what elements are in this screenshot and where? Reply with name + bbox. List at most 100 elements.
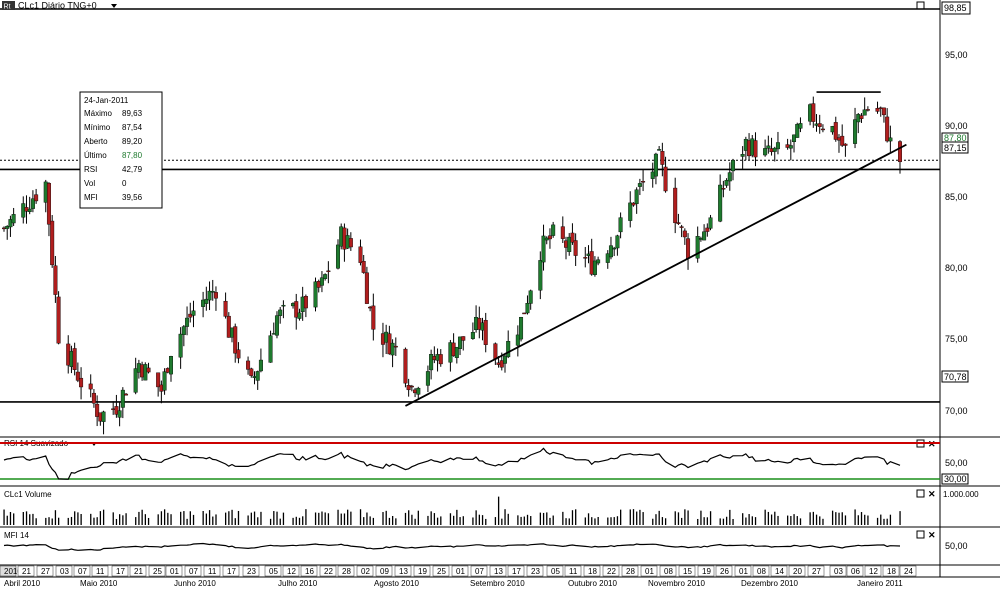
volume-bar: [456, 509, 458, 525]
volume-bar: [864, 514, 866, 525]
date-day-box: [73, 565, 91, 577]
candle-body: [124, 393, 129, 396]
date-day-box: [752, 565, 770, 577]
candle-body: [820, 128, 825, 131]
volume-bar: [642, 512, 644, 525]
volume-bar: [501, 518, 503, 525]
volume-bar: [93, 517, 95, 525]
info-value: 39,56: [122, 193, 143, 202]
volume-bar: [520, 516, 522, 525]
volume-bar: [90, 513, 92, 525]
date-day-box: [264, 565, 282, 577]
volume-bar: [147, 517, 150, 525]
candle-body: [881, 107, 886, 116]
date-day-box: [55, 565, 73, 577]
date-day-label: 01: [170, 567, 179, 576]
candle-body: [210, 291, 215, 293]
close-icon[interactable]: ✕: [928, 489, 936, 499]
candle-body: [573, 240, 578, 256]
volume-bar: [549, 517, 551, 525]
candle-body: [811, 103, 816, 122]
volume-bar: [25, 511, 28, 525]
date-day-box: [697, 565, 715, 577]
volume-bar: [568, 518, 570, 525]
close-icon[interactable]: ✕: [928, 530, 936, 540]
volume-bar: [359, 509, 362, 525]
candle-body: [775, 142, 780, 150]
candle-body: [875, 108, 880, 112]
volume-bar: [408, 510, 410, 525]
candle-body: [258, 359, 263, 372]
date-day-box: [36, 565, 54, 577]
date-day-box: [829, 565, 847, 577]
candle-body: [541, 235, 546, 263]
date-day-box: [165, 565, 183, 577]
volume-bar: [793, 514, 795, 525]
candle-body: [326, 270, 331, 273]
candle-body: [133, 368, 138, 393]
volume-bar: [629, 509, 631, 525]
volume-bar: [632, 509, 635, 525]
date-day-box: [282, 565, 300, 577]
volume-bar: [77, 512, 79, 525]
volume-bar: [51, 518, 53, 525]
candle-body: [429, 354, 434, 371]
volume-bar: [809, 512, 811, 525]
candle-body: [608, 245, 613, 258]
volume-bar: [539, 512, 542, 525]
candle-body: [406, 385, 411, 391]
volume-bar: [157, 514, 159, 525]
volume-bar: [822, 518, 824, 525]
volume-bar: [436, 517, 439, 525]
volume-bar: [790, 515, 792, 525]
date-day-box: [375, 565, 393, 577]
date-day-box: [0, 565, 17, 577]
candle-body: [255, 371, 260, 381]
volume-bar: [29, 514, 31, 525]
date-month-label: Agosto 2010: [374, 579, 419, 588]
volume-bar: [754, 517, 757, 525]
chart-header[interactable]: Rt CLc1 Diário TNG+0: [2, 1, 117, 11]
date-day-label: 28: [626, 567, 635, 576]
chevron-down-icon[interactable]: [111, 4, 117, 8]
date-day-box: [546, 565, 564, 577]
candle-body: [718, 184, 723, 222]
candle-body: [792, 134, 797, 143]
volume-bar: [340, 513, 342, 525]
candle-body: [323, 274, 328, 279]
volume-bar: [302, 516, 304, 525]
maximize-icon[interactable]: [916, 530, 925, 539]
volume-bar: [552, 515, 554, 525]
volume-bar: [616, 516, 619, 525]
volume-bar: [385, 510, 387, 525]
price-tick-label: 90,00: [945, 121, 968, 131]
volume-bar: [22, 512, 24, 525]
date-day-label: 24: [904, 567, 913, 576]
volume-bar: [459, 517, 461, 525]
volume-bar: [655, 514, 657, 525]
volume-bar: [523, 516, 525, 525]
mfi-title: MFI 14: [4, 531, 29, 540]
maximize-icon[interactable]: [916, 489, 925, 498]
date-day-box: [432, 565, 450, 577]
date-day-label: 01: [645, 567, 654, 576]
candle-body: [567, 236, 572, 252]
volume-bar: [880, 514, 882, 525]
candle-body: [663, 166, 668, 192]
maximize-icon[interactable]: [916, 1, 925, 10]
date-day-box: [770, 565, 788, 577]
candle-body: [294, 301, 299, 318]
date-day-box: [148, 565, 166, 577]
volume-bar: [819, 516, 821, 525]
volume-bar: [883, 518, 885, 525]
volume-bar: [13, 513, 15, 525]
candle-body: [207, 290, 212, 301]
candle-body: [233, 326, 238, 354]
volume-bar: [697, 518, 699, 525]
candle-body: [120, 389, 125, 408]
candle-body: [146, 367, 151, 373]
trendline[interactable]: [405, 143, 907, 407]
date-day-label: 03: [834, 567, 843, 576]
volume-bar: [125, 513, 127, 525]
